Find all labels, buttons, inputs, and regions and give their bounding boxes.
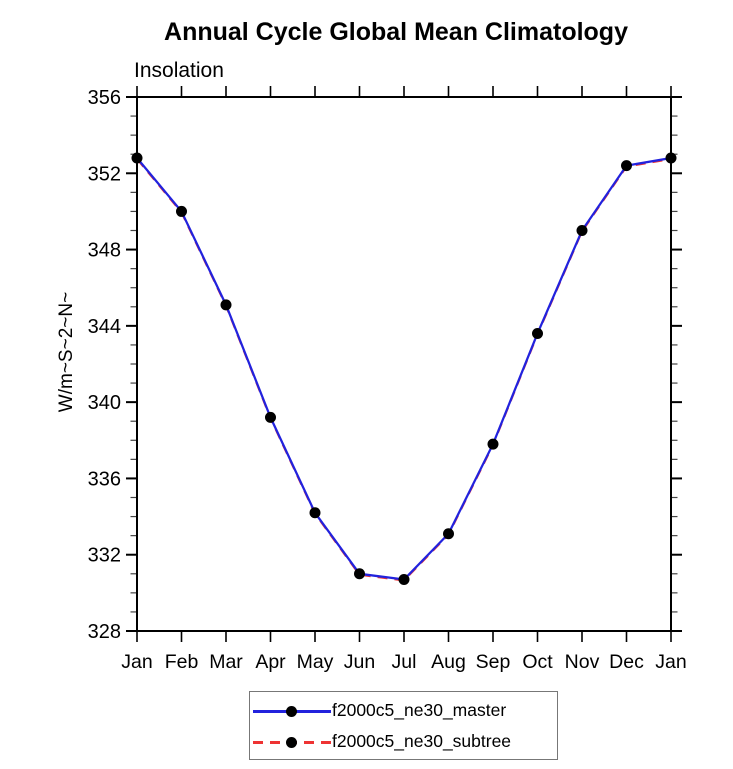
data-point-marker	[487, 438, 499, 450]
data-point-marker	[443, 528, 454, 540]
x-tick-label: Sep	[476, 651, 511, 673]
data-point-marker	[131, 152, 143, 164]
y-tick-label: 344	[88, 316, 121, 338]
y-tick-label: 340	[88, 392, 121, 414]
x-tick-label: Aug	[431, 651, 466, 673]
data-point-marker	[532, 327, 543, 339]
data-point-marker	[398, 574, 410, 586]
legend: f2000c5_ne30_master f2000c5_ne30_subtree	[249, 691, 558, 760]
x-tick-label: May	[297, 651, 334, 673]
legend-row-subtree: f2000c5_ne30_subtree	[250, 727, 557, 757]
x-tick-label: Mar	[209, 651, 243, 673]
data-point-marker	[576, 225, 588, 236]
y-tick-label: 348	[88, 240, 121, 262]
x-tick-label: Jul	[392, 651, 417, 673]
plot-border	[136, 96, 672, 632]
x-tick-label: Jun	[344, 651, 375, 673]
series-line-subtree	[136, 158, 672, 582]
legend-label-master: f2000c5_ne30_master	[332, 700, 507, 720]
chart-subtitle: Insolation	[134, 59, 224, 82]
x-tick-label: Apr	[255, 651, 286, 673]
data-point-marker	[309, 507, 321, 519]
legend-marker-dot-icon	[286, 706, 297, 717]
y-tick-label: 352	[88, 163, 121, 185]
y-tick-label: 356	[88, 87, 121, 109]
data-point-marker	[665, 152, 677, 164]
data-point-marker	[621, 160, 632, 172]
data-point-marker	[265, 411, 276, 423]
x-tick-label: Jan	[121, 651, 152, 673]
data-point-marker	[354, 568, 365, 580]
y-tick-label: 328	[88, 621, 121, 643]
data-point-marker	[176, 205, 187, 217]
y-tick-label: 332	[88, 545, 121, 567]
legend-row-master: f2000c5_ne30_master	[250, 696, 557, 726]
x-tick-label: Dec	[609, 651, 644, 673]
x-tick-label: Nov	[565, 651, 600, 673]
series-line-master	[136, 156, 672, 581]
chart-title: Annual Cycle Global Mean Climatology	[164, 18, 628, 46]
x-tick-label: Oct	[522, 651, 553, 673]
x-tick-label: Feb	[165, 651, 199, 673]
x-tick-label: Jan	[655, 651, 686, 673]
data-point-marker	[220, 299, 232, 311]
legend-label-subtree: f2000c5_ne30_subtree	[332, 731, 512, 751]
legend-marker-dot-icon	[286, 737, 297, 748]
y-tick-label: 336	[88, 468, 121, 490]
